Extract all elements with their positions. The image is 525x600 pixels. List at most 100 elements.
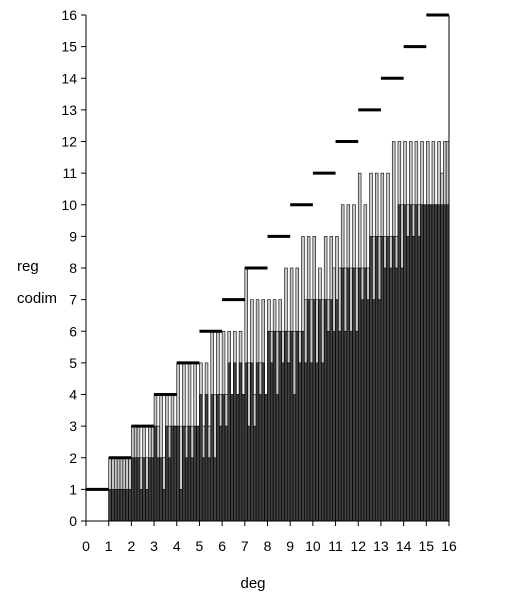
codim-bar <box>360 299 365 522</box>
codim-bar <box>122 489 127 522</box>
codim-bar <box>238 362 243 522</box>
codim-bar <box>278 330 282 522</box>
y-tick-label: 3 <box>69 418 77 434</box>
codim-bar <box>111 489 115 522</box>
x-tick-label: 14 <box>396 538 412 554</box>
y-tick-label: 12 <box>61 134 77 150</box>
codim-bar <box>366 299 370 522</box>
codim-bar <box>287 362 291 522</box>
codim-bar <box>133 457 138 522</box>
codim-bar <box>145 489 149 522</box>
codim-bar <box>148 457 152 522</box>
codim-bar <box>244 362 248 522</box>
y-tick-label: 14 <box>61 70 77 86</box>
y-tick-label: 6 <box>69 323 77 339</box>
codim-bar <box>440 204 444 522</box>
codim-bar <box>315 362 319 522</box>
bars-layer <box>108 141 450 522</box>
x-tick-label: 1 <box>105 538 113 554</box>
x-axis-label: deg <box>240 575 266 592</box>
codim-bar <box>193 425 197 522</box>
codim-bar <box>199 394 203 522</box>
codim-bar <box>411 236 416 522</box>
codim-bar <box>142 457 146 522</box>
codim-bar <box>156 457 161 522</box>
codim-bar <box>275 394 280 522</box>
x-tick-label: 16 <box>441 538 457 554</box>
codim-bar <box>437 204 441 522</box>
x-tick-label: 3 <box>150 538 158 554</box>
codim-bar <box>213 457 217 522</box>
y-tick-label: 10 <box>61 197 77 213</box>
x-tick-label: 11 <box>328 538 343 554</box>
codim-bar <box>420 204 424 522</box>
codim-bar <box>150 457 155 522</box>
codim-bar <box>374 236 379 522</box>
codim-bar <box>125 489 129 522</box>
y-tick-label: 7 <box>69 292 77 308</box>
codim-bar <box>241 394 246 522</box>
codim-bar <box>272 330 277 522</box>
y-tick-label: 2 <box>69 450 77 466</box>
codim-bar <box>332 330 336 522</box>
codim-bar <box>247 425 251 522</box>
y-tick-label: 11 <box>62 165 77 181</box>
codim-bar <box>165 425 169 522</box>
codim-bar <box>394 267 399 522</box>
codim-bar <box>227 362 231 522</box>
codim-bar <box>431 204 436 522</box>
codim-bar <box>179 489 183 522</box>
codim-bar <box>224 425 229 522</box>
codim-bar <box>301 330 305 522</box>
codim-bar <box>176 425 180 522</box>
codim-bar <box>250 362 254 522</box>
codim-bar <box>397 204 402 522</box>
codim-bar <box>343 330 348 522</box>
x-tick-label: 12 <box>350 538 366 554</box>
codim-bar <box>159 457 163 522</box>
codim-bar <box>261 362 265 522</box>
codim-bar <box>318 299 322 522</box>
codim-bar <box>270 362 274 522</box>
codim-bar <box>139 489 144 522</box>
y-axis-label-reg: reg <box>17 258 39 275</box>
codim-bar <box>326 330 331 522</box>
codim-bar <box>170 425 175 522</box>
codim-bar <box>289 330 294 522</box>
codim-bar <box>338 330 342 522</box>
codim-bar <box>221 394 226 522</box>
codim-bar <box>406 236 410 522</box>
codim-bar <box>434 204 438 522</box>
codim-bar <box>380 236 385 522</box>
codim-bar <box>408 204 413 522</box>
codim-bar <box>292 394 297 522</box>
codim-bar <box>386 236 390 522</box>
y-tick-label: 13 <box>61 102 77 118</box>
codim-bar <box>184 457 189 522</box>
codim-bar <box>187 425 192 522</box>
x-tick-label: 9 <box>286 538 294 554</box>
y-tick-label: 8 <box>69 260 77 276</box>
codim-bar <box>335 299 339 522</box>
codim-bar <box>281 362 285 522</box>
x-tick-label: 13 <box>373 538 389 554</box>
codim-bar <box>131 457 135 522</box>
step-lines-layer <box>86 13 449 491</box>
codim-bar <box>258 394 263 522</box>
y-tick-label: 9 <box>69 228 77 244</box>
x-tick-label: 4 <box>173 538 181 554</box>
axes-layer <box>81 14 450 526</box>
codim-bar <box>236 394 240 522</box>
codim-bar <box>312 299 317 522</box>
codim-bar <box>355 330 359 522</box>
codim-bar <box>119 489 124 522</box>
codim-bar <box>153 425 158 522</box>
codim-bar <box>372 299 376 522</box>
codim-bar <box>363 267 368 522</box>
x-tick-label: 8 <box>264 538 272 554</box>
codim-bar <box>196 425 200 522</box>
codim-bar <box>255 362 260 522</box>
codim-bar <box>403 204 407 522</box>
codim-bar <box>426 204 430 522</box>
